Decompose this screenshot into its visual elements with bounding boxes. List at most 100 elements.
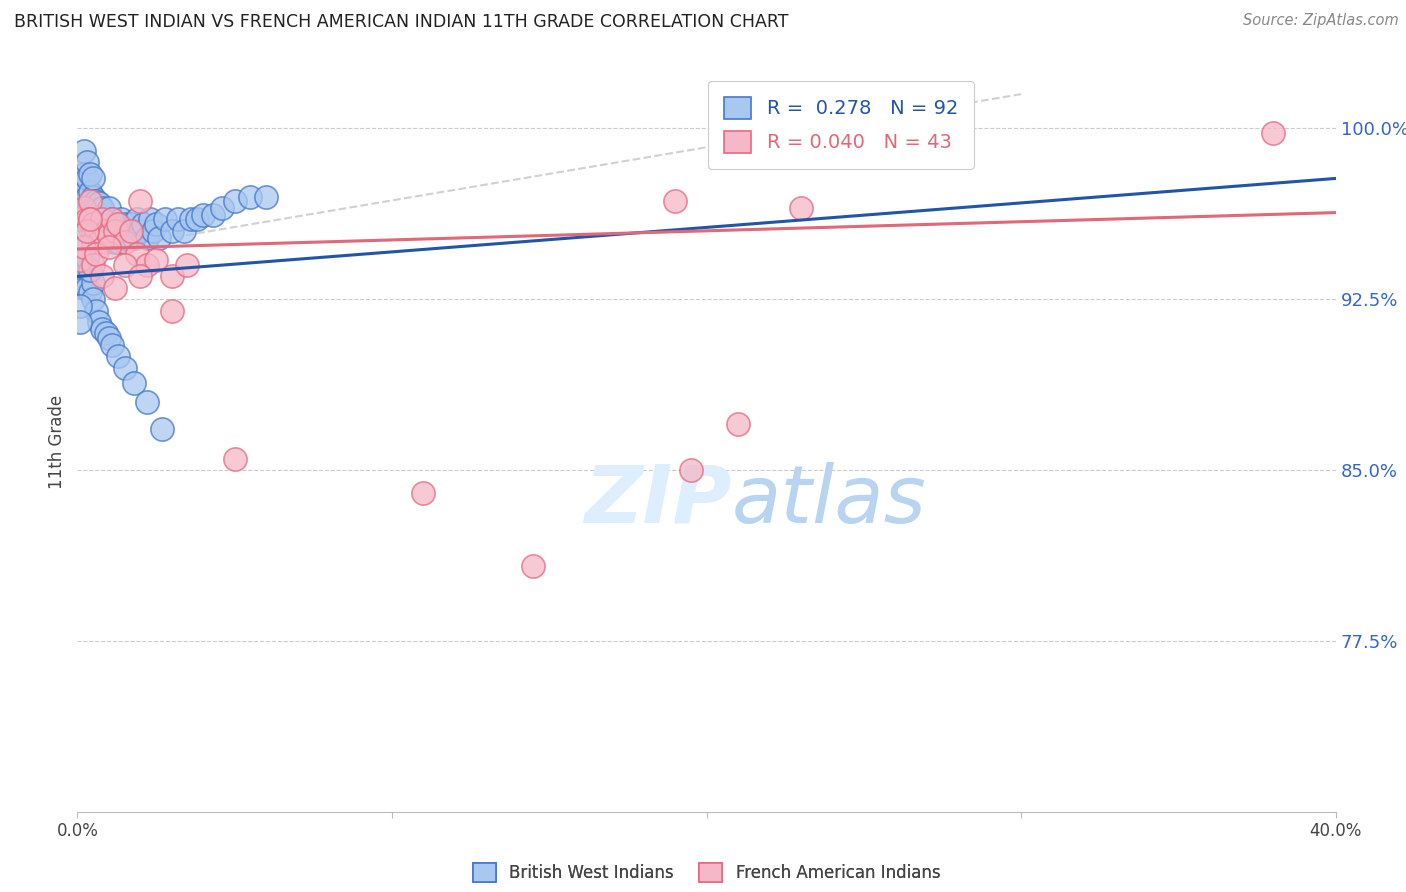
Point — [89, 230, 111, 244]
Point — [107, 219, 129, 234]
Point — [97, 228, 120, 243]
Point — [89, 235, 111, 250]
Point — [76, 171, 98, 186]
Point — [107, 349, 129, 363]
Point — [89, 212, 111, 227]
Point — [129, 269, 152, 284]
Point — [114, 230, 136, 244]
Point — [167, 212, 190, 227]
Point — [82, 217, 104, 231]
Point — [122, 230, 145, 244]
Point — [72, 201, 94, 215]
Point — [82, 235, 104, 250]
Point — [201, 208, 224, 222]
Text: ZIP: ZIP — [585, 462, 731, 540]
Point — [91, 322, 114, 336]
Point — [239, 189, 262, 203]
Point — [110, 230, 132, 244]
Point — [191, 208, 215, 222]
Point — [120, 217, 142, 231]
Point — [114, 235, 136, 250]
Point — [180, 212, 202, 227]
Point — [84, 224, 107, 238]
Point — [76, 212, 98, 227]
Point — [522, 558, 544, 573]
Y-axis label: 11th Grade: 11th Grade — [48, 394, 66, 489]
Legend: British West Indians, French American Indians: British West Indians, French American In… — [465, 856, 948, 888]
Point — [679, 463, 702, 477]
Point — [72, 201, 94, 215]
Point — [76, 281, 98, 295]
Point — [132, 217, 155, 231]
Point — [412, 485, 434, 500]
Point — [97, 230, 120, 244]
Point — [1261, 126, 1284, 140]
Point — [79, 212, 101, 227]
Point — [84, 194, 107, 209]
Point — [145, 253, 167, 268]
Point — [104, 281, 127, 295]
Point — [110, 212, 132, 227]
Point — [69, 194, 91, 209]
Point — [82, 205, 104, 219]
Point — [117, 230, 139, 244]
Point — [727, 417, 749, 432]
Point — [82, 171, 104, 186]
Point — [79, 212, 101, 227]
Point — [104, 217, 127, 231]
Point — [150, 422, 173, 436]
Point — [76, 217, 98, 231]
Point — [101, 337, 124, 351]
Point — [89, 315, 111, 329]
Point — [79, 167, 101, 181]
Point — [72, 144, 94, 158]
Point — [69, 178, 91, 193]
Point — [101, 230, 124, 244]
Point — [94, 235, 117, 250]
Point — [224, 194, 246, 209]
Point — [790, 201, 813, 215]
Point — [120, 224, 142, 238]
Point — [122, 376, 145, 391]
Point — [69, 299, 91, 313]
Point — [94, 224, 117, 238]
Point — [79, 262, 101, 277]
Point — [84, 210, 107, 224]
Point — [148, 230, 170, 244]
Point — [114, 217, 136, 231]
Text: BRITISH WEST INDIAN VS FRENCH AMERICAN INDIAN 11TH GRADE CORRELATION CHART: BRITISH WEST INDIAN VS FRENCH AMERICAN I… — [14, 13, 789, 31]
Point — [101, 212, 124, 227]
Point — [72, 167, 94, 181]
Point — [79, 194, 101, 209]
Point — [186, 212, 208, 227]
Point — [76, 189, 98, 203]
Point — [82, 258, 104, 272]
Point — [72, 281, 94, 295]
Point — [72, 269, 94, 284]
Point — [69, 258, 91, 272]
Point — [72, 240, 94, 254]
Point — [160, 303, 183, 318]
Point — [160, 224, 183, 238]
Point — [84, 246, 107, 260]
Point — [94, 219, 117, 234]
Point — [129, 194, 152, 209]
Point — [69, 212, 91, 227]
Point — [91, 217, 114, 231]
Point — [127, 212, 149, 227]
Point — [173, 224, 195, 238]
Point — [91, 212, 114, 227]
Point — [76, 224, 98, 238]
Point — [69, 221, 91, 235]
Point — [82, 277, 104, 291]
Point — [76, 262, 98, 277]
Text: atlas: atlas — [731, 462, 927, 540]
Point — [138, 212, 160, 227]
Point — [114, 258, 136, 272]
Point — [101, 212, 124, 227]
Point — [72, 185, 94, 199]
Point — [69, 212, 91, 227]
Point — [142, 224, 165, 238]
Point — [135, 230, 157, 244]
Point — [664, 194, 686, 209]
